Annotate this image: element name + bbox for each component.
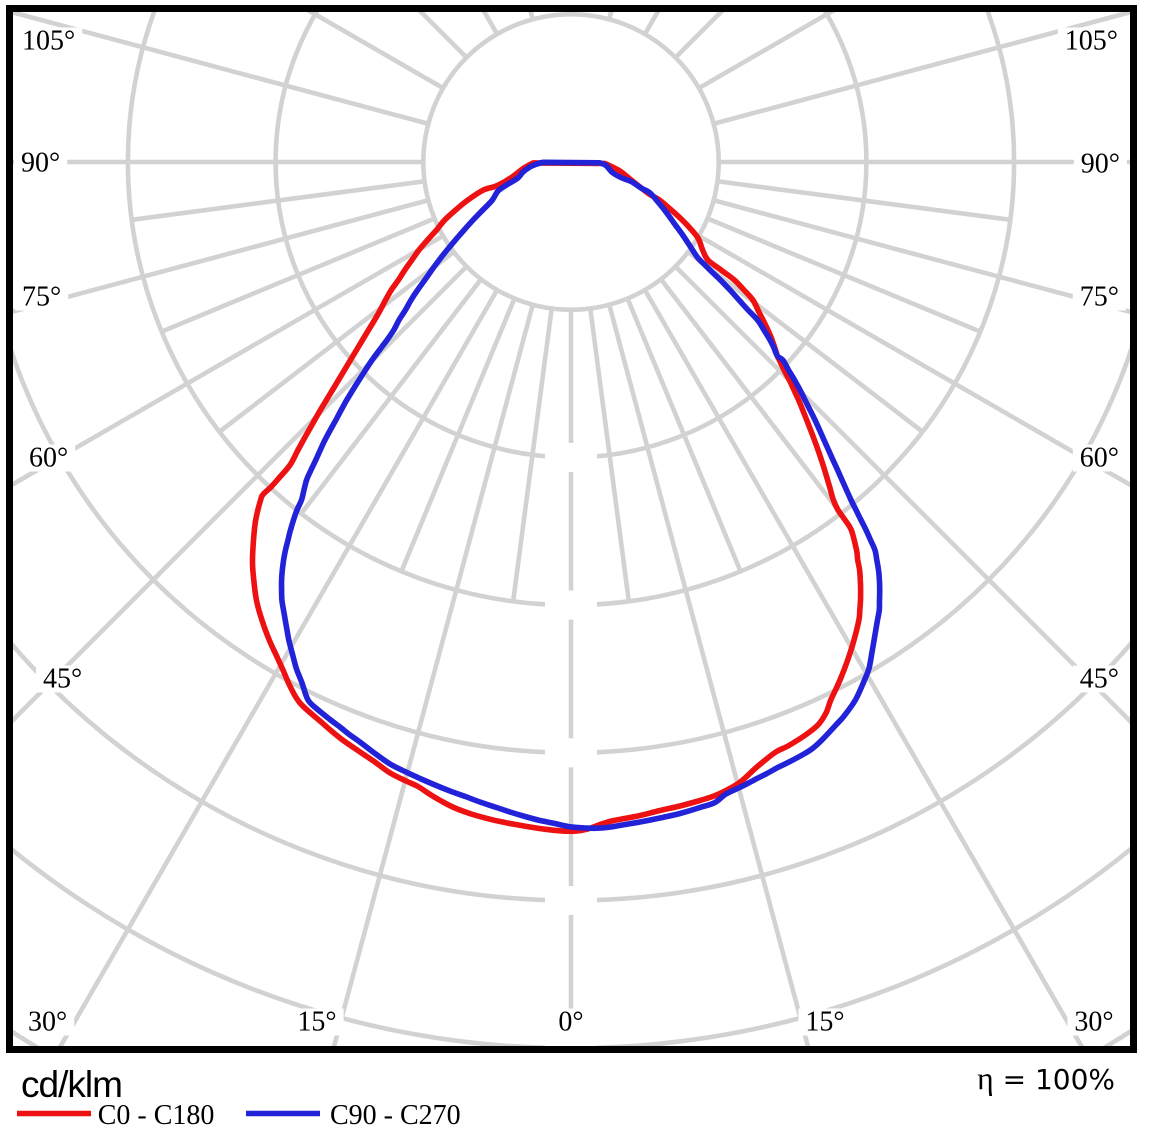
angle-label-gap [21, 1008, 75, 1036]
angle-label: 0° [558, 1007, 583, 1038]
ring-value-gap-4 [545, 738, 597, 768]
grid-ray-15 [607, 304, 811, 1046]
legend: C0 - C180 C90 - C270 [17, 1100, 461, 1131]
eta-symbol: η [977, 1060, 994, 1096]
curve-c90-c270 [278, 159, 883, 832]
grid-ray-minor--67.5 [160, 216, 436, 334]
angle-label: 105° [1065, 26, 1118, 57]
grid-ray-minor--22.5 [399, 297, 517, 573]
angle-label-gap [1072, 444, 1126, 472]
grid-ray-minor-82.5 [717, 178, 1011, 223]
angle-label-gap [22, 444, 76, 472]
grid-ray-minor-52.5 [686, 250, 924, 434]
angle-label: 45° [1080, 664, 1119, 695]
angle-label: 90° [21, 148, 60, 179]
grid-ray-minor-22.5 [625, 297, 743, 573]
grid-ray-minor--52.5 [218, 250, 456, 434]
angle-label-gap [15, 283, 69, 311]
angle-label: 90° [1081, 149, 1120, 180]
angle-label: 45° [43, 664, 82, 695]
angle-label-gap [1067, 1008, 1121, 1036]
angle-label-gap [15, 27, 83, 55]
grid-ray-minor--7.5 [510, 308, 555, 602]
angle-label: 60° [1080, 443, 1119, 474]
grid-ray-105 [713, 12, 1130, 126]
grid-ray-30 [642, 288, 1085, 1046]
grid-ray--30 [57, 288, 500, 1046]
grid-ray--105 [13, 12, 429, 126]
angle-label: 15° [805, 1007, 844, 1038]
grid-ray-60 [697, 233, 1130, 488]
grid-ray--45 [13, 264, 469, 724]
angle-label-gap [798, 1008, 852, 1036]
angle-label: 75° [22, 282, 61, 313]
grid-ray-minor-37.5 [659, 277, 843, 515]
gridline-label-gaps [545, 442, 597, 1046]
angle-label-gap [1072, 283, 1126, 311]
gamma-angle-labels: 105° 90° 75° 60° 45° 30° 15° 0° 15° 30° 45° 60° 75° 9… [14, 26, 1127, 1038]
ring-value-gap-6 [545, 1033, 597, 1046]
legend-label-c90-c270: C90 - C270 [330, 1100, 461, 1131]
grid-ray-minor-7.5 [587, 308, 632, 602]
grid-ray-minor--82.5 [131, 178, 425, 223]
ring-value-gap-2 [545, 442, 597, 472]
plot-frame [6, 5, 1137, 1053]
angle-label: 15° [297, 1007, 336, 1038]
angle-label-gap [1072, 665, 1126, 693]
ring-value-gap-3 [545, 590, 597, 620]
angle-label-gap [290, 1008, 344, 1036]
light-output-ratio: η = 100% [977, 1060, 1115, 1096]
grid-ray-45 [673, 264, 1130, 725]
angle-label: 105° [22, 26, 75, 57]
eta-value: = 100% [994, 1063, 1115, 1096]
intensity-curves [249, 159, 883, 835]
angle-label-gap [14, 149, 68, 177]
angle-label-gap [1057, 27, 1125, 55]
grid-ray-minor--37.5 [299, 277, 483, 515]
legend-label-c0-c180: C0 - C180 [98, 1100, 215, 1131]
radial-unit-label: cd/klm [21, 1064, 122, 1105]
angle-label-gap [551, 1008, 591, 1036]
ring-value-gap-5 [545, 886, 597, 915]
angle-label-gap [1073, 150, 1127, 178]
angle-label-gap [36, 665, 90, 693]
grid-ray--15 [331, 304, 535, 1046]
angle-label: 30° [1074, 1007, 1113, 1038]
grid-ray-minor-67.5 [706, 216, 982, 334]
angle-label: 30° [28, 1007, 67, 1038]
grid-ray--60 [13, 233, 445, 487]
angle-label: 60° [29, 443, 68, 474]
angle-label: 75° [1080, 282, 1119, 313]
